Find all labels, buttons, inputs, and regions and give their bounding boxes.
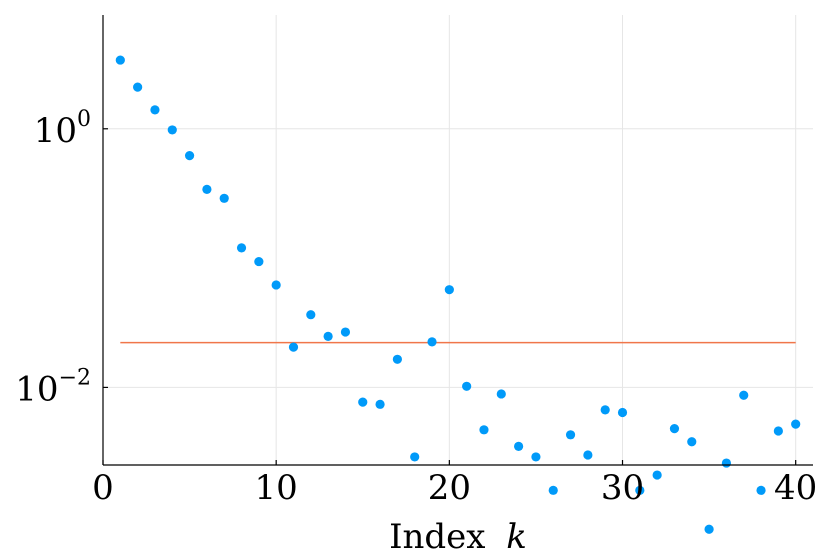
data-point <box>635 485 645 495</box>
data-point <box>687 437 697 447</box>
data-point <box>375 399 385 409</box>
data-point <box>358 397 368 407</box>
data-point <box>427 337 437 347</box>
x-tick-label: 0 <box>92 468 114 508</box>
data-point <box>704 524 714 534</box>
data-point <box>133 82 143 92</box>
data-point <box>739 390 749 400</box>
data-points <box>115 55 801 534</box>
data-point <box>756 485 766 495</box>
data-point <box>479 425 489 435</box>
data-point <box>496 389 506 399</box>
data-point <box>236 243 247 253</box>
x-tick-label: 30 <box>601 468 644 508</box>
data-point <box>583 450 593 460</box>
data-point <box>652 470 662 480</box>
data-point <box>323 331 333 342</box>
data-point <box>773 426 783 436</box>
data-point <box>340 327 351 337</box>
y-tick-label: 100 <box>34 107 91 151</box>
x-axis-title: Index k <box>389 517 527 554</box>
data-point <box>531 452 541 462</box>
data-point <box>669 424 680 434</box>
data-point <box>548 485 558 495</box>
x-tick-label: 10 <box>255 468 298 508</box>
data-point <box>150 105 160 115</box>
data-point <box>600 405 610 415</box>
data-point <box>392 354 402 364</box>
data-point <box>219 193 229 203</box>
data-point <box>184 151 195 161</box>
data-point <box>444 285 454 295</box>
data-point <box>462 381 472 391</box>
data-point <box>617 407 628 418</box>
x-axis-title-var: k <box>506 517 527 554</box>
grid-lines <box>102 15 813 465</box>
data-point <box>288 342 299 352</box>
data-point <box>254 256 264 267</box>
data-point <box>791 419 801 429</box>
x-axis-title-text: Index <box>389 517 485 554</box>
data-point <box>565 430 576 440</box>
data-point <box>271 280 281 290</box>
data-point <box>410 452 420 462</box>
data-point <box>167 125 177 135</box>
data-point <box>115 55 125 65</box>
data-point <box>202 184 212 194</box>
x-tick-label: 20 <box>428 468 471 508</box>
axis-ticks: 0 10 20 30 40 100 10−2 <box>15 107 817 508</box>
x-tick-label: 40 <box>774 468 817 508</box>
data-point <box>721 458 732 468</box>
y-tick-label: 10−2 <box>15 365 91 409</box>
data-point <box>306 310 316 320</box>
data-point <box>514 441 524 451</box>
